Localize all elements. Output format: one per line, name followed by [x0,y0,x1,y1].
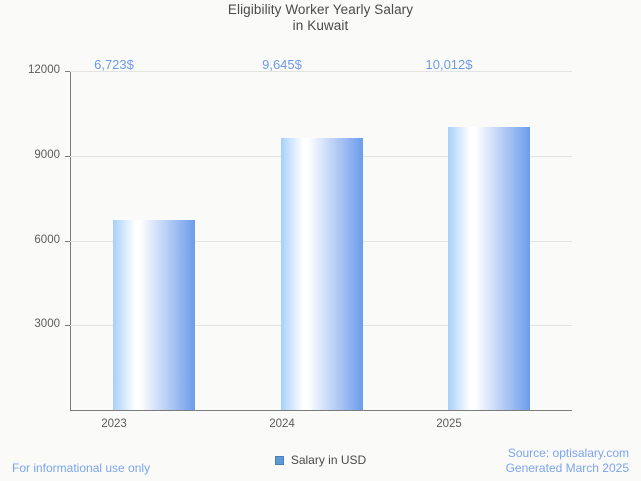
tick-mark [65,325,70,327]
chart-title-line-2: in Kuwait [292,18,349,33]
x-axis-line [70,410,572,411]
tick-mark [65,240,70,242]
bar-2025[interactable] [448,127,530,410]
y-axis-label: 6000 [34,233,60,246]
bar-2023[interactable] [113,220,195,410]
chart-legend: Salary in USD [0,453,641,467]
data-label-2023: 6,723$ [94,57,134,72]
data-label-2024: 9,645$ [262,57,302,72]
y-axis-label: 12000 [28,64,60,76]
gridline [70,71,572,72]
y-axis-label: 3000 [34,318,60,331]
y-axis-label: 9000 [34,148,60,161]
data-label-2025: 10,012$ [425,57,473,72]
legend-item-label: Salary in USD [290,453,367,467]
legend-swatch-icon [274,455,284,465]
source-text: Source: optisalary.com [507,446,629,460]
source-block: Source: optisalary.com Generated March 2… [506,446,629,476]
generated-text: Generated March 2025 [505,461,629,475]
tick-mark [65,71,70,72]
tick-mark [65,155,70,157]
x-axis-label-2025: 2025 [436,418,462,430]
bar-2024[interactable] [281,137,363,410]
chart-title-line-1: Eligibility Worker Yearly Salary [227,2,414,17]
disclaimer-text: For informational use only [12,461,151,475]
chart-title: Eligibility Worker Yearly Salary in Kuwa… [0,2,641,34]
x-axis-label-2024: 2024 [269,418,295,430]
plot-area: 12000 9000 6000 3000 [28,64,572,410]
x-axis-label-2023: 2023 [101,418,127,430]
